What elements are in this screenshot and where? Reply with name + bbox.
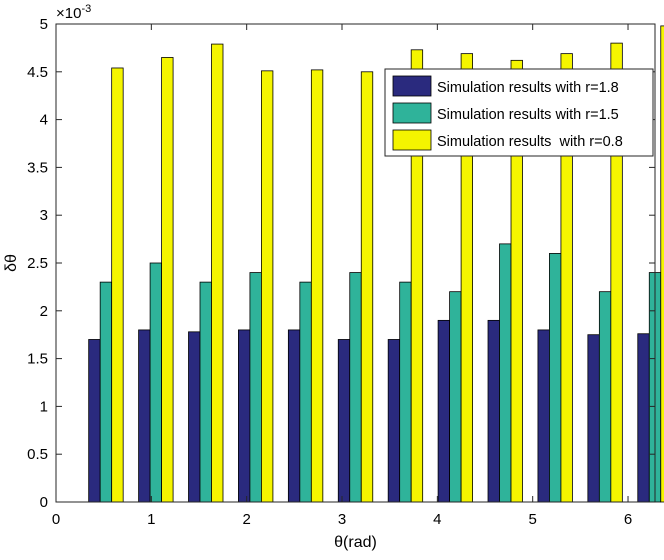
- bars-layer: [88, 25, 664, 503]
- bar: [299, 281, 312, 503]
- x-axis-label: θ(rad): [334, 534, 377, 551]
- bar: [188, 331, 201, 503]
- y-axis-label: δθ: [3, 254, 20, 272]
- bar: [287, 329, 301, 503]
- y-tick-label: 2.5: [27, 255, 48, 272]
- y-tick-label: 1: [40, 398, 48, 415]
- y-tick-label: 4: [40, 112, 48, 129]
- bar: [149, 262, 162, 503]
- y-tick-label: 3.5: [27, 159, 48, 176]
- legend-swatch: [392, 102, 432, 124]
- x-tick-label: 2: [243, 511, 251, 528]
- bar: [310, 69, 324, 503]
- axes-layer: 0 0.5 1 1.5 2 2.5 3 3.5 4 4.5 5 0 1 2 3 4 5 6 ×10-3 θ(rad) δ…: [3, 3, 656, 551]
- legend-swatch: [392, 129, 432, 151]
- x-tick-label: 4: [433, 511, 441, 528]
- y-tick-label: 3: [40, 207, 48, 224]
- y-tick-label: 1.5: [27, 351, 48, 368]
- bar: [499, 243, 512, 503]
- bar: [537, 329, 550, 503]
- bar: [199, 281, 212, 503]
- y-tick-label: 2: [40, 303, 48, 320]
- bar: [598, 291, 612, 503]
- x-tick-label: 1: [147, 511, 155, 528]
- bar: [487, 319, 500, 503]
- bar: [161, 57, 174, 503]
- legend: Simulation results with r=1.8 Simulation …: [384, 68, 654, 157]
- legend-label: Simulation results with r=1.8: [437, 80, 619, 96]
- y-tick-label: 0: [40, 494, 48, 511]
- y-tick-label: 0.5: [27, 446, 48, 463]
- bar: [337, 339, 351, 503]
- y-tick-label: 4.5: [27, 64, 48, 81]
- bar: [360, 71, 374, 503]
- bar: [399, 281, 412, 503]
- bar: [88, 339, 101, 503]
- y-tick-label: 5: [40, 16, 48, 33]
- legend-label: Simulation results with r=0.8: [437, 134, 623, 150]
- bar: [111, 67, 124, 503]
- bar: [211, 43, 224, 503]
- bar: [261, 70, 274, 503]
- legend-label: Simulation results with r=1.5: [437, 107, 619, 123]
- x-tick-label: 6: [624, 511, 632, 528]
- bar: [660, 25, 664, 503]
- bar: [99, 281, 113, 503]
- bar: [549, 253, 562, 503]
- bar: [387, 339, 401, 503]
- bar: [437, 319, 451, 503]
- y-exponent-label: ×10-3: [56, 3, 91, 22]
- bar: [138, 329, 151, 503]
- bar: [349, 272, 362, 503]
- bar: [449, 291, 462, 503]
- bar: [637, 333, 650, 503]
- x-tick-label: 0: [52, 511, 60, 528]
- x-tick-label: 5: [529, 511, 537, 528]
- bar: [238, 329, 251, 503]
- x-tick-label: 3: [338, 511, 346, 528]
- bar: [249, 272, 262, 503]
- bar: [587, 334, 600, 503]
- legend-swatch: [392, 75, 432, 97]
